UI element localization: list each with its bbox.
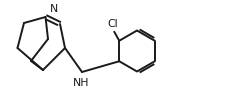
Text: Cl: Cl xyxy=(107,19,118,29)
Text: N: N xyxy=(50,4,58,14)
Text: NH: NH xyxy=(73,77,89,88)
